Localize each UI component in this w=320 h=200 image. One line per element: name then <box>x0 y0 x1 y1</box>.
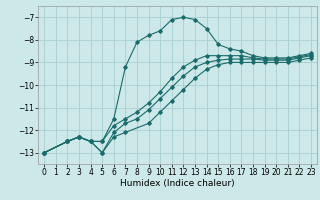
X-axis label: Humidex (Indice chaleur): Humidex (Indice chaleur) <box>120 179 235 188</box>
